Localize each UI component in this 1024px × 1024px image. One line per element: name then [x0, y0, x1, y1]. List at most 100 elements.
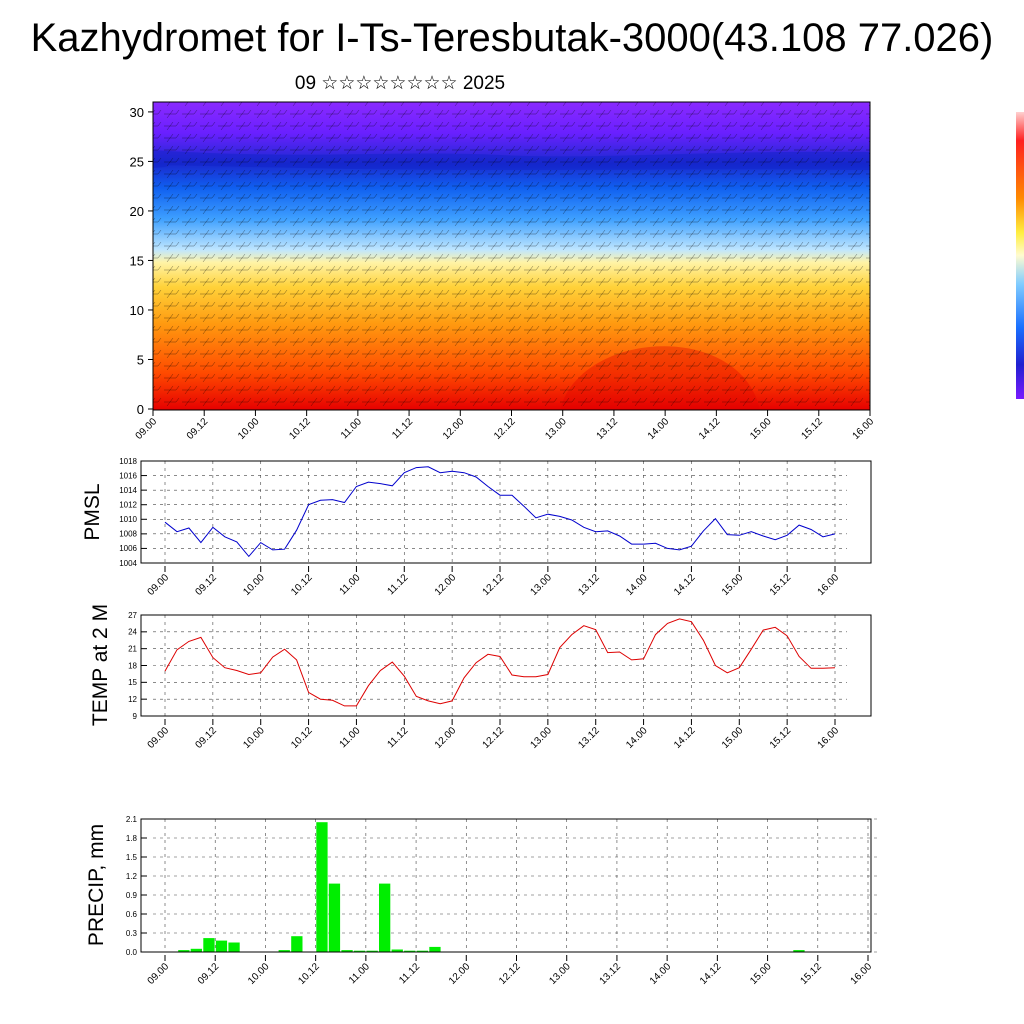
- pmsl-x-tick-label: 09.12: [194, 572, 220, 598]
- precip-x-tick-label: 11.00: [347, 961, 372, 986]
- precip-y-tick-label: 0.3: [126, 929, 138, 938]
- precip-x-tick-label: 10.00: [246, 961, 272, 987]
- temp-panel: 9 12 15 18 21 24 27 09.00 09.12 10.00 10.12 11.00 1…: [89, 604, 872, 751]
- precip-y-axis: 0.0 0.3 0.6 0.9 1.2 1.5 1.8 2.1: [126, 815, 147, 957]
- precip-bar: [328, 883, 341, 952]
- cross-section-x-tick-label: 12.12: [492, 416, 518, 442]
- pmsl-y-tick-label: 1006: [119, 544, 137, 553]
- cross-section-x-tick-label: 12.00: [441, 416, 467, 442]
- precip-x-tick-label: 16.00: [849, 961, 875, 987]
- precip-bar: [366, 950, 378, 952]
- precip-bar: [341, 950, 353, 952]
- cross-section-panel: 0 5 10 15 20 25 30 09.00 09.12 10.00 10.12 11.00 11…: [130, 101, 876, 442]
- temp-y-tick-label: 24: [128, 628, 137, 637]
- temp-x-tick-label: 12.12: [481, 725, 507, 751]
- precip-bar: [416, 950, 428, 952]
- precip-y-tick-label: 1.2: [126, 872, 138, 881]
- precip-bar: [353, 950, 366, 952]
- cross-section-x-tick-label: 15.00: [748, 416, 774, 442]
- cross-section-x-tick-label: 15.12: [799, 416, 825, 442]
- precip-bar: [203, 938, 215, 952]
- precip-bar: [291, 936, 303, 952]
- precip-bar: [178, 950, 190, 952]
- temp-x-tick-label: 14.12: [672, 725, 698, 751]
- precip-x-tick-label: 13.12: [598, 961, 624, 987]
- precip-bar: [278, 950, 290, 952]
- cross-section-y-tick-label: 25: [130, 154, 144, 169]
- temp-x-tick-label: 15.00: [720, 725, 746, 751]
- precip-panel: 0.0 0.3 0.6 0.9 1.2 1.5 1.8 2.1 09.00 09.12 10.00…: [85, 815, 880, 987]
- precip-x-tick-label: 13.00: [547, 961, 573, 987]
- precip-y-tick-label: 1.5: [126, 853, 138, 862]
- pmsl-x-axis: 09.00 09.12 10.00 10.12 11.00 11.12 12.00 12.12…: [146, 566, 842, 598]
- temp-x-tick-label: 13.12: [576, 725, 602, 751]
- temp-x-tick-label: 12.00: [433, 725, 459, 751]
- cross-section-x-tick-label: 11.12: [390, 416, 415, 441]
- precip-y-tick-label: 0.6: [126, 910, 138, 919]
- temp-x-tick-label: 09.12: [194, 725, 220, 751]
- precip-y-tick-label: 0.9: [126, 891, 138, 900]
- page-title: Kazhydromet for I-Ts-Teresbutak-3000(43.…: [30, 16, 994, 60]
- cross-section-y-tick-label: 5: [137, 352, 144, 367]
- precip-x-tick-label: 15.12: [798, 961, 824, 987]
- pmsl-axis-label: PMSL: [81, 483, 104, 540]
- pmsl-x-tick-label: 14.12: [672, 572, 698, 598]
- pmsl-y-tick-label: 1008: [119, 530, 137, 539]
- temp-series-line: [164, 618, 836, 707]
- cross-section-y-tick-label: 0: [137, 402, 144, 417]
- pmsl-x-tick-label: 15.00: [720, 572, 746, 598]
- precip-x-tick-label: 14.12: [698, 961, 724, 987]
- cross-section-y-tick-label: 30: [130, 105, 144, 120]
- pmsl-series-line: [164, 466, 836, 558]
- temp-x-tick-label: 14.00: [624, 725, 650, 751]
- precip-y-tick-label: 0.0: [126, 948, 138, 957]
- pmsl-x-tick-label: 16.00: [816, 572, 842, 598]
- temp-x-tick-label: 10.00: [241, 725, 267, 751]
- precip-bar: [391, 949, 403, 952]
- precip-bar: [793, 950, 805, 952]
- cross-section-x-tick-label: 11.00: [339, 416, 364, 441]
- temp-x-tick-label: 10.12: [289, 725, 315, 751]
- temp-x-tick-label: 15.12: [768, 725, 794, 751]
- temp-axis-label: TEMP at 2 M: [89, 604, 112, 726]
- temp-x-tick-label: 13.00: [529, 725, 555, 751]
- temp-x-tick-label: 11.12: [385, 725, 410, 750]
- precip-bars: [178, 822, 805, 952]
- cross-section-x-tick-label: 14.00: [646, 416, 672, 442]
- temp-y-tick-label: 12: [128, 695, 137, 704]
- pmsl-y-tick-label: 1016: [119, 471, 137, 480]
- precip-x-tick-label: 09.00: [146, 961, 172, 987]
- precip-x-tick-label: 10.12: [296, 961, 322, 987]
- pmsl-x-tick-label: 11.12: [385, 572, 410, 597]
- pmsl-grid: [153, 460, 847, 564]
- temp-y-axis: 9 12 15 18 21 24 27: [128, 611, 147, 721]
- precip-y-tick-label: 2.1: [126, 815, 138, 824]
- precip-bar: [316, 822, 328, 952]
- cross-section-y-axis: 0 5 10 15 20 25 30: [130, 105, 153, 417]
- pmsl-x-tick-label: 15.12: [768, 572, 794, 598]
- pmsl-x-tick-label: 10.12: [289, 572, 315, 598]
- cross-section-x-tick-label: 10.00: [236, 416, 262, 442]
- cross-section-x-tick-label: 13.00: [543, 416, 569, 442]
- pmsl-x-tick-label: 13.12: [576, 572, 602, 598]
- temp-x-axis: 09.00 09.12 10.00 10.12 11.00 11.12 12.00 12.12…: [146, 719, 841, 751]
- pmsl-x-tick-label: 12.12: [481, 572, 507, 598]
- pmsl-frame: [140, 460, 872, 564]
- pmsl-x-tick-label: 14.00: [624, 572, 650, 598]
- pmsl-x-tick-label: 12.00: [433, 572, 459, 598]
- temp-y-tick-label: 18: [128, 661, 137, 670]
- cross-section-x-tick-label: 10.12: [287, 416, 313, 442]
- precip-x-tick-label: 14.00: [648, 961, 674, 987]
- precip-x-tick-label: 12.12: [497, 961, 523, 987]
- temp-x-tick-label: 09.00: [146, 725, 172, 751]
- precip-bar: [215, 940, 228, 952]
- page-subtitle: 09 ☆☆☆☆☆☆☆☆ 2025: [294, 73, 506, 94]
- precip-y-tick-label: 1.8: [126, 834, 138, 843]
- pmsl-x-tick-label: 09.00: [146, 572, 172, 598]
- precip-bar: [190, 948, 202, 952]
- precip-x-tick-label: 12.00: [447, 961, 473, 987]
- precip-frame: [140, 818, 872, 953]
- precip-x-tick-label: 15.00: [748, 961, 774, 987]
- cross-section-x-axis: 09.00 09.12 10.00 10.12 11.00 11.12 12.00 12.12…: [134, 410, 876, 442]
